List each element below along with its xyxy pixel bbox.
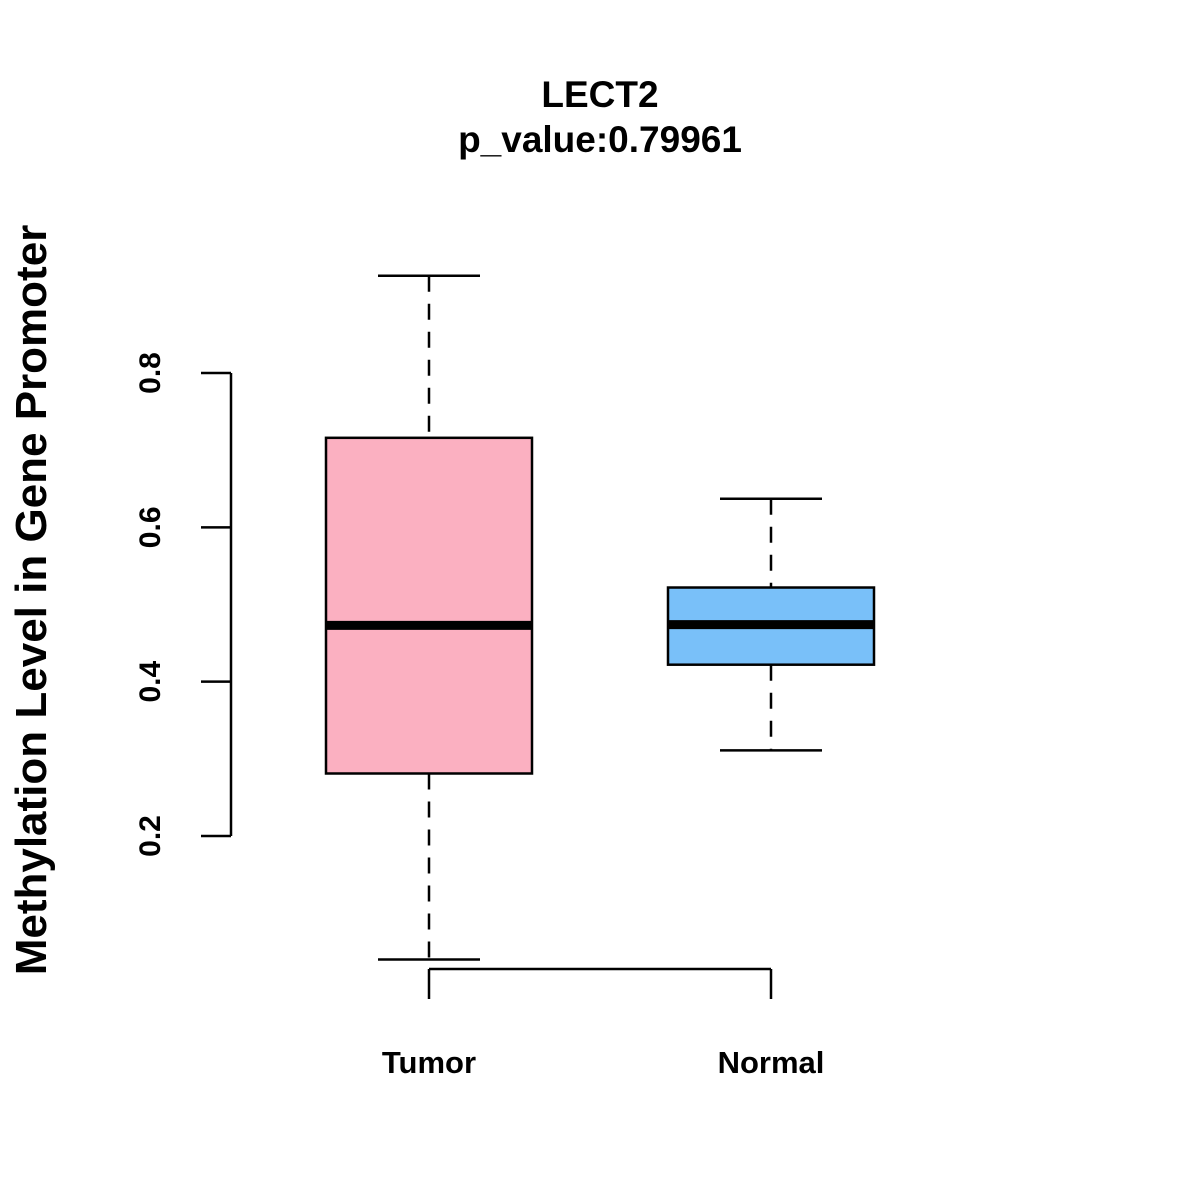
chart-title: LECT2 bbox=[541, 74, 658, 115]
box-tumor bbox=[324, 274, 534, 961]
y-tick-label: 0.8 bbox=[134, 352, 167, 394]
y-tick-label: 0.4 bbox=[134, 661, 167, 703]
x-axis: Tumor Normal bbox=[382, 967, 825, 1080]
y-tick-label: 0.6 bbox=[134, 506, 167, 548]
x-tick-label-tumor: Tumor bbox=[382, 1045, 476, 1080]
y-axis-label: Methylation Level in Gene Promoter bbox=[7, 225, 56, 976]
box-iqr bbox=[324, 436, 534, 775]
y-axis: 0.2 0.4 0.6 0.8 bbox=[134, 352, 233, 857]
y-tick-label: 0.2 bbox=[134, 815, 167, 857]
chart-subtitle: p_value:0.79961 bbox=[458, 119, 742, 160]
box-group bbox=[324, 274, 876, 961]
x-tick-label-normal: Normal bbox=[718, 1045, 825, 1080]
box-normal bbox=[666, 497, 876, 752]
